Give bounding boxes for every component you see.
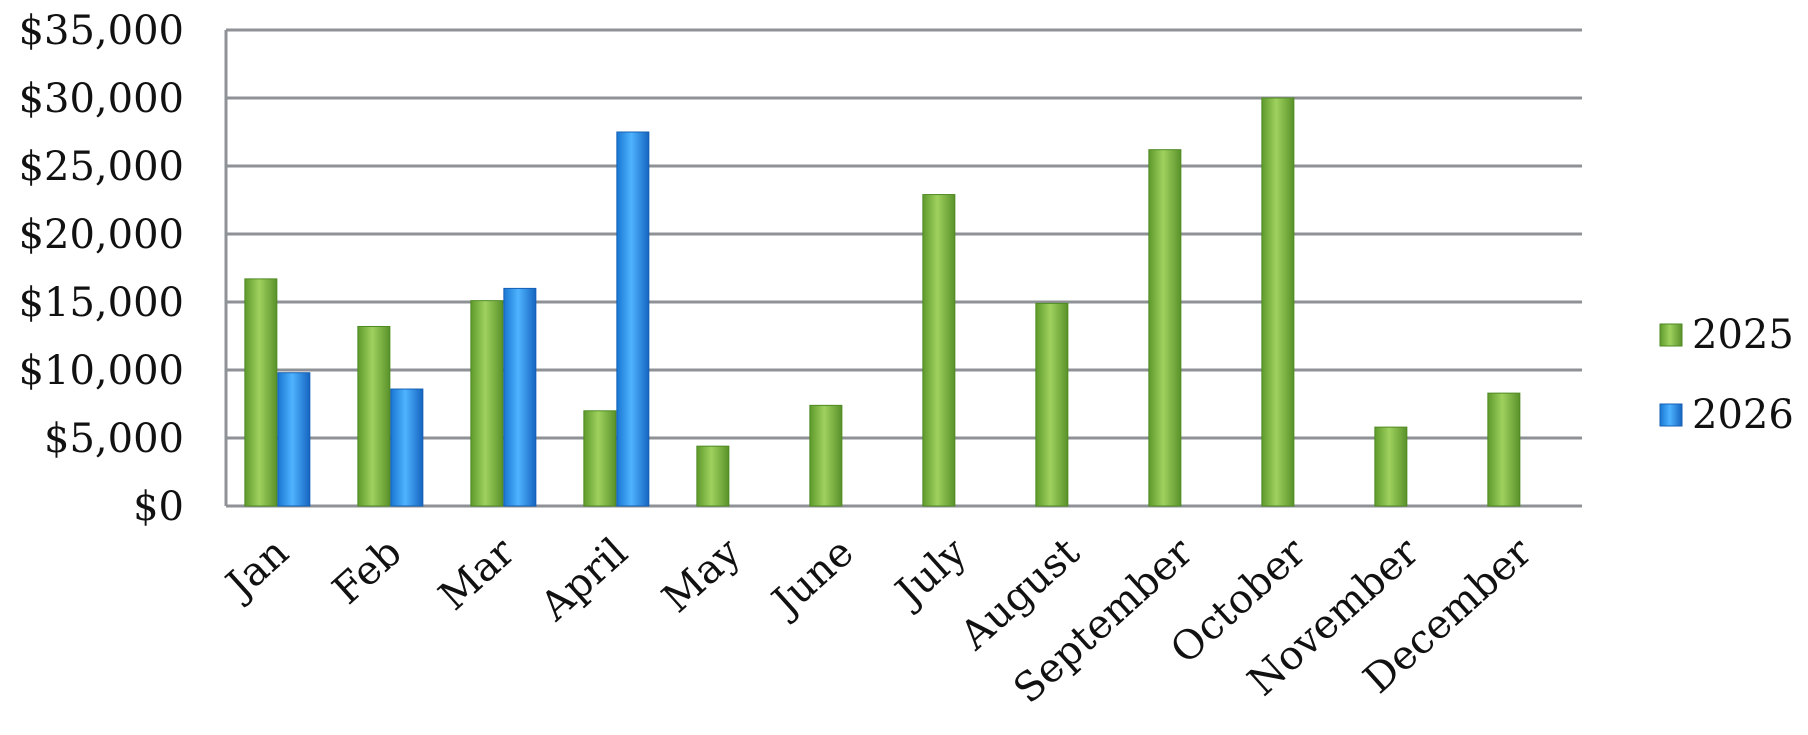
bar-2025-mar <box>470 300 504 507</box>
bar-2025-feb <box>357 325 391 507</box>
y-tick-label: $30,000 <box>19 76 184 122</box>
legend: 2025 2026 <box>1659 312 1794 438</box>
bar-2025-october <box>1261 97 1295 507</box>
bar-2025-september <box>1148 149 1182 507</box>
x-tick-labels: Jan Feb Mar April May June JulyAugustSeptember… <box>215 529 1541 713</box>
x-tick-label: April <box>531 529 636 630</box>
bar-2025-april <box>583 410 617 507</box>
gridlines <box>226 28 1582 508</box>
legend-swatch-2026 <box>1659 403 1683 427</box>
bar-2026-april <box>616 131 650 507</box>
bar-2026-mar <box>503 287 537 507</box>
bar-2025-august <box>1035 302 1069 507</box>
bar-2025-november <box>1374 426 1408 507</box>
y-tick-labels: $0 $5,000 $10,000 $15,000 $20,000 $25,000 $30,… <box>19 8 184 530</box>
bar-2025-july <box>922 194 956 507</box>
y-tick-label: $10,000 <box>19 348 184 394</box>
y-tick-label: $15,000 <box>19 280 184 326</box>
bar-2026-jan <box>277 372 311 507</box>
y-tick-label: $5,000 <box>44 416 184 462</box>
x-tick-label: Mar <box>430 529 524 620</box>
y-tick-label: $20,000 <box>19 212 184 258</box>
x-tick-label: June <box>761 529 863 627</box>
x-tick-label: July <box>884 529 975 618</box>
y-tick-label: $0 <box>133 484 184 530</box>
x-tick-label: Jan <box>215 529 298 610</box>
x-tick-label: May <box>654 529 750 622</box>
x-tick-label: Feb <box>324 529 410 613</box>
y-tick-label: $25,000 <box>19 144 184 190</box>
bars <box>244 97 1521 507</box>
bar-2025-may <box>696 445 730 507</box>
legend-swatch-2025 <box>1659 323 1683 347</box>
legend-label: 2025 <box>1692 312 1794 358</box>
bar-2025-jan <box>244 278 278 507</box>
legend-label: 2026 <box>1692 392 1794 438</box>
bar-2025-june <box>809 404 843 507</box>
bar-2026-feb <box>390 388 424 507</box>
bar-2025-december <box>1487 392 1521 507</box>
y-tick-label: $35,000 <box>19 8 184 54</box>
